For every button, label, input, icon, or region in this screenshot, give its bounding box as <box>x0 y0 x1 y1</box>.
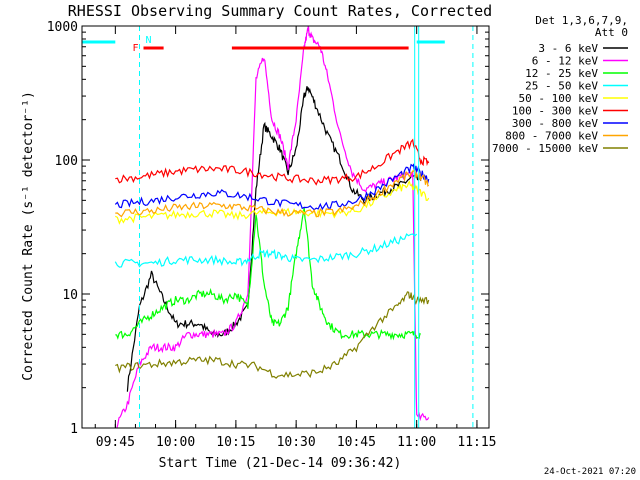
legend-label-9: 7000 - 15000 keV <box>492 142 598 155</box>
y-axis: 1 10 100 1000 <box>47 20 489 437</box>
series-3-line <box>115 207 422 341</box>
y-tick-label: 1 <box>70 422 78 437</box>
flag-label-n: N <box>145 35 151 46</box>
legend-header-line-2: Att 0 <box>595 26 628 39</box>
y-axis-label: Corrected Count Rate (s⁻¹ detector⁻¹) <box>21 91 36 381</box>
series-2-line <box>116 26 430 428</box>
plot-frame <box>81 25 490 429</box>
series-8-line <box>115 168 430 218</box>
x-tick-label: 10:45 <box>337 435 376 450</box>
chart-title: RHESSI Observing Summary Count Rates, Co… <box>68 2 492 20</box>
x-tick-label: 11:15 <box>457 435 496 450</box>
x-tick-label: 09:45 <box>96 435 135 450</box>
x-tick-label: 10:30 <box>277 435 316 450</box>
footer-date: 24-Oct-2021 07:20 <box>544 467 636 477</box>
legend-header-line-1: Det 1,3,6,7,9, <box>535 14 628 27</box>
x-tick-label: 11:00 <box>397 435 436 450</box>
legend-label-6: 100 - 300 keV <box>512 105 598 118</box>
legend-label-3: 12 - 25 keV <box>525 67 598 80</box>
legend-label-8: 800 - 7000 keV <box>505 130 598 143</box>
series-4-line <box>114 233 418 268</box>
x-axis-label: Start Time (21-Dec-14 09:36:42) <box>159 456 402 471</box>
legend-label-2: 6 - 12 keV <box>532 55 599 68</box>
series-6-line <box>115 138 430 186</box>
x-tick-label: 10:15 <box>216 435 255 450</box>
legend-label-7: 300 - 800 keV <box>512 117 598 130</box>
series-layer <box>114 26 430 428</box>
y-tick-label: 100 <box>55 154 78 169</box>
legend-label-1: 3 - 6 keV <box>538 42 598 55</box>
y-tick-label: 1000 <box>47 20 78 35</box>
legend-label-4: 25 - 50 keV <box>525 80 598 93</box>
x-axis: 09:45 10:00 10:15 10:30 10:45 11:00 11:15 <box>94 26 497 450</box>
marker-layer: FN <box>82 26 474 428</box>
legend-label-5: 50 - 100 keV <box>519 92 599 105</box>
series-9-line <box>115 291 430 379</box>
series-7-line <box>114 163 430 211</box>
x-tick-label: 10:00 <box>156 435 195 450</box>
flag-label-f: F <box>132 43 138 54</box>
series-1-line <box>126 86 422 392</box>
y-tick-label: 10 <box>62 288 78 303</box>
